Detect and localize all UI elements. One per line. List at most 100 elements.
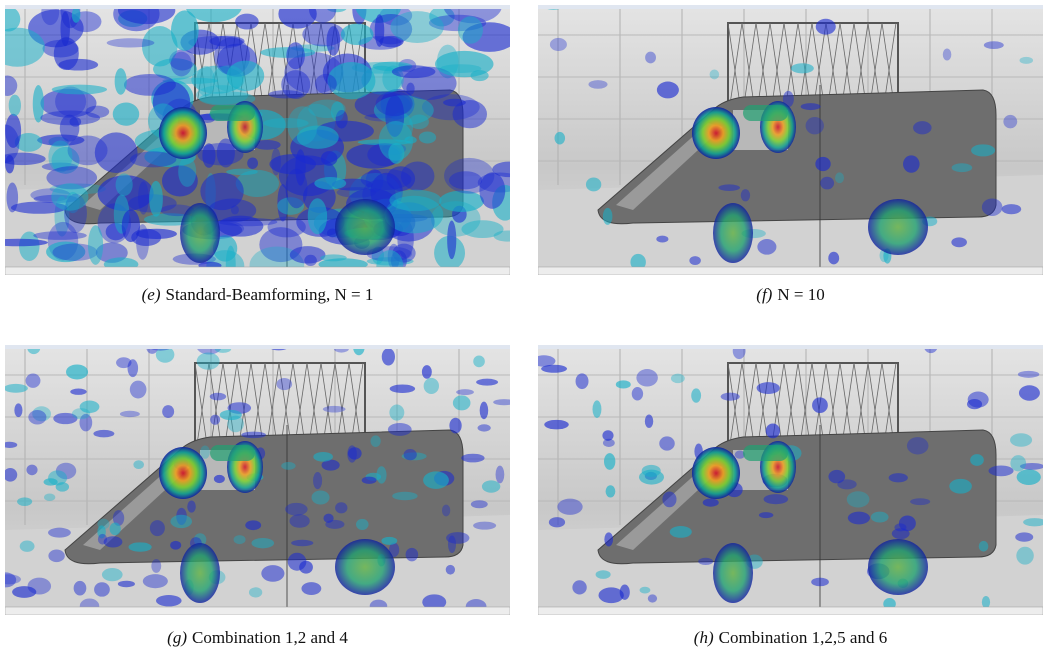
hotspot (692, 447, 740, 499)
noise-blob (445, 564, 456, 575)
noise-blob (595, 570, 611, 579)
noise-blob (470, 500, 488, 509)
noise-blob (226, 60, 265, 92)
noise-blob (644, 414, 654, 428)
title-bar (5, 5, 510, 9)
status-bar (5, 266, 510, 275)
noise-blob (709, 69, 720, 80)
noise-blob (5, 574, 21, 585)
noise-blob (689, 256, 701, 266)
noise-blob (101, 568, 123, 582)
noise-blob (983, 41, 1004, 50)
noise-blob (734, 450, 746, 459)
noise-blob (1001, 204, 1022, 215)
noise-blob (289, 514, 310, 528)
noise-blob (981, 596, 991, 609)
noise-blob (381, 536, 398, 545)
noise-blob (66, 364, 89, 380)
noise-blob (446, 532, 470, 544)
noise-blob (457, 16, 483, 44)
noise-blob (69, 116, 82, 127)
noise-blob (79, 413, 93, 432)
noise-blob (554, 131, 566, 145)
noise-blob (758, 512, 774, 519)
caption-text: Combination 1,2,5 and 6 (718, 628, 888, 647)
noise-blob (117, 5, 176, 25)
noise-blob (53, 412, 78, 425)
noise-blob (389, 404, 405, 421)
noise-blob (44, 493, 56, 502)
noise-blob (14, 403, 23, 418)
noise-blob (209, 35, 245, 47)
noise-blob (378, 120, 414, 161)
noise-blob (52, 243, 98, 261)
noise-blob (476, 378, 499, 386)
noise-blob (811, 577, 829, 587)
noise-blob (389, 189, 442, 212)
noise-blob (216, 138, 235, 168)
noise-blob (109, 522, 121, 536)
noise-blob (898, 515, 916, 532)
noise-blob (389, 384, 416, 394)
noise-blob (406, 82, 415, 95)
hotspot (159, 447, 207, 499)
caption-text: Combination 1,2 and 4 (192, 628, 348, 647)
noise-blob (233, 535, 246, 545)
noise-blob (966, 399, 983, 410)
noise-blob (209, 392, 227, 401)
beamforming-map (5, 345, 510, 615)
hotspot (159, 107, 207, 159)
noise-blob (5, 572, 17, 588)
noise-blob (5, 467, 18, 482)
noise-blob (592, 400, 602, 418)
noise-blob (94, 132, 138, 173)
noise-blob (639, 586, 651, 594)
noise-blob (951, 163, 973, 173)
noise-blob (296, 125, 339, 149)
hotspot (713, 203, 753, 263)
noise-blob (326, 26, 341, 56)
caption: (h) Combination 1,2,5 and 6 (538, 628, 1043, 648)
noise-blob (5, 383, 28, 393)
noise-blob (277, 197, 305, 215)
noise-blob (295, 149, 306, 186)
noise-blob (267, 216, 306, 238)
hotspot-bar (210, 105, 255, 121)
noise-blob (906, 437, 929, 455)
noise-blob (421, 365, 432, 379)
noise-blob (314, 73, 337, 95)
noise-blob (289, 246, 326, 264)
noise-blob (97, 533, 108, 545)
noise-blob (405, 547, 419, 562)
noise-blob (387, 422, 412, 436)
title-bar (538, 345, 1043, 349)
noise-blob (1019, 462, 1043, 470)
noise-blob (115, 173, 133, 197)
noise-blob (5, 27, 45, 67)
noise-blob (25, 373, 41, 388)
noise-blob (812, 397, 828, 414)
label: (h) (693, 628, 714, 647)
noise-blob (43, 478, 58, 486)
noise-blob (461, 220, 504, 239)
noise-blob (544, 419, 569, 430)
label: (e) (141, 285, 161, 304)
beamforming-map (5, 5, 510, 275)
noise-blob (202, 143, 216, 168)
noise-blob (185, 5, 243, 23)
hotspot (868, 539, 928, 595)
noise-blob (800, 103, 821, 111)
noise-blob (631, 387, 644, 401)
noise-blob (128, 542, 152, 552)
noise-blob (161, 165, 198, 197)
noise-blob (588, 80, 608, 89)
noise-blob (837, 479, 857, 490)
noise-blob (447, 220, 457, 260)
noise-blob (805, 117, 824, 135)
noise-blob (245, 520, 262, 531)
noise-blob (605, 485, 616, 498)
noise-blob (1010, 433, 1033, 447)
noise-blob (119, 410, 140, 418)
noise-blob (32, 406, 51, 422)
noise-blob (41, 5, 60, 26)
